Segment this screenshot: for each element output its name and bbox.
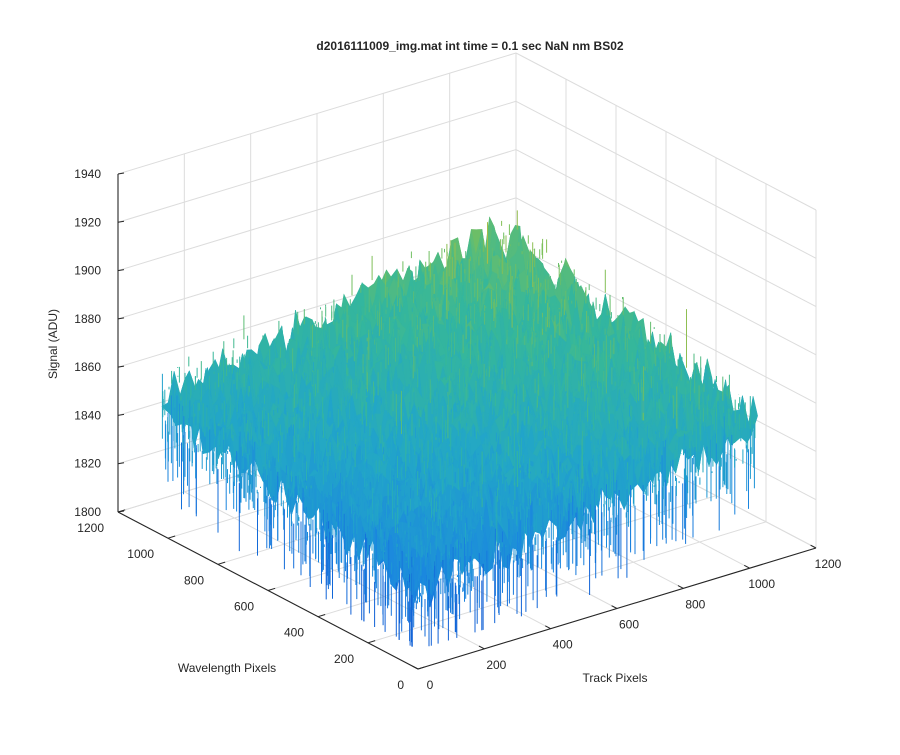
- surface-plot-figure: d2016111009_img.mat int time = 0.1 sec N…: [0, 0, 900, 750]
- surface-plot: d2016111009_img.mat int time = 0.1 sec N…: [0, 0, 900, 750]
